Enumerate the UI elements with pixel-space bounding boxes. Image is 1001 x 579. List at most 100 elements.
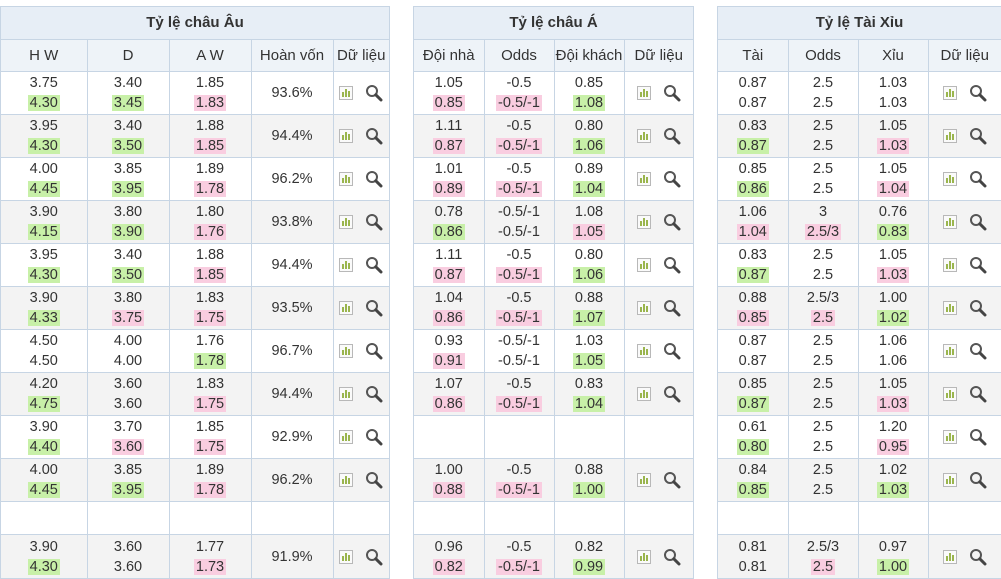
bar-chart-icon[interactable] [339,86,354,100]
magnifier-icon[interactable] [663,170,681,188]
magnifier-icon[interactable] [663,84,681,102]
magnifier-icon[interactable] [365,170,383,188]
current-odds-value: 1.78 [193,482,227,498]
opening-odds-value: 93.8% [271,214,313,230]
bar-chart-icon[interactable] [636,129,651,143]
magnifier-icon[interactable] [365,127,383,145]
magnifier-icon[interactable] [365,471,383,489]
magnifier-icon[interactable] [663,213,681,231]
bar-chart-icon[interactable] [942,258,957,272]
odds-cell: 1.85 1.75 [169,415,252,459]
bar-chart-icon[interactable] [942,387,957,401]
table-row: 0.83 0.87 2.5 2.5 1.05 1.03 [718,243,1001,287]
magnifier-icon[interactable] [663,385,681,403]
magnifier-icon[interactable] [365,385,383,403]
bar-chart-icon[interactable] [942,430,957,444]
magnifier-icon[interactable] [663,127,681,145]
bar-chart-icon[interactable] [636,473,651,487]
magnifier-icon[interactable] [969,84,987,102]
odds-cell: 0.83 0.87 [718,243,789,287]
magnifier-icon[interactable] [365,213,383,231]
current-odds-value: 3.45 [111,95,145,111]
bar-chart-icon[interactable] [339,172,354,186]
magnifier-icon[interactable] [365,548,383,566]
bar-chart-icon[interactable] [339,301,354,315]
odds-cell: 3.90 4.40 [1,415,88,459]
bar-chart-icon[interactable] [942,86,957,100]
bar-chart-icon[interactable] [636,387,651,401]
magnifier-icon[interactable] [969,256,987,274]
magnifier-icon[interactable] [969,299,987,317]
bar-chart-icon[interactable] [339,215,354,229]
table-row: 3.90 4.30 3.60 3.60 1.77 1.73 91.9% [1,534,389,579]
bar-chart-icon[interactable] [339,473,354,487]
magnifier-icon[interactable] [365,342,383,360]
opening-odds-value: -0.5 [506,538,532,555]
bar-chart-icon[interactable] [636,258,651,272]
bar-chart-icon[interactable] [339,387,354,401]
magnifier-icon[interactable] [969,385,987,403]
opening-odds-value: 1.77 [195,538,225,555]
magnifier-icon[interactable] [969,471,987,489]
opening-odds-value: 3.90 [29,204,58,220]
magnifier-icon[interactable] [365,84,383,102]
current-odds-value: 1.75 [193,310,227,326]
magnifier-icon[interactable] [663,256,681,274]
magnifier-icon[interactable] [663,342,681,360]
magnifier-icon[interactable] [969,548,987,566]
bar-chart-icon[interactable] [636,172,651,186]
opening-odds-value: 91.9% [271,548,313,565]
bar-chart-icon[interactable] [942,172,957,186]
magnifier-icon[interactable] [365,256,383,274]
bar-chart-icon[interactable] [942,129,957,143]
asian-odds-table: Đội nhà Odds Đội khách Dữ liệu 1.05 0.85 -0.5-… [414,40,693,579]
odds-cell: 1.11 0.87 [414,243,485,287]
bar-chart-icon[interactable] [339,129,354,143]
bar-chart-icon[interactable] [339,430,354,444]
odds-cell: 2.5 2.5 [788,329,859,373]
empty-cell [554,415,625,459]
bar-chart-icon[interactable] [636,549,651,564]
bar-chart-icon[interactable] [636,301,651,315]
magnifier-icon[interactable] [365,299,383,317]
magnifier-icon[interactable] [969,342,987,360]
bar-chart-icon[interactable] [942,301,957,315]
current-odds-value: 2.5 [810,310,836,326]
odds-cell: -0.5 -0.5/-1 [484,458,555,502]
opening-odds-value: 1.00 [434,462,463,478]
bar-chart-icon[interactable] [636,215,651,229]
bar-chart-icon[interactable] [942,473,957,487]
magnifier-icon[interactable] [969,213,987,231]
bar-chart-icon[interactable] [942,344,957,358]
magnifier-icon[interactable] [969,170,987,188]
magnifier-icon[interactable] [969,127,987,145]
magnifier-icon[interactable] [663,299,681,317]
opening-odds-value: 0.85 [738,161,767,177]
opening-odds-value: 1.05 [878,161,908,177]
odds-cell: 0.84 0.85 [718,458,789,502]
bar-chart-icon[interactable] [942,215,957,229]
bar-chart-icon[interactable] [339,344,354,358]
magnifier-icon[interactable] [663,471,681,489]
current-odds-value: 0.85 [736,482,769,498]
opening-odds-value: 0.84 [738,462,767,478]
opening-odds-value: 0.81 [738,538,767,555]
magnifier-icon[interactable] [969,428,987,446]
opening-odds-value: 1.08 [574,204,604,220]
bar-chart-icon[interactable] [339,549,354,564]
column-header: Dữ liệu [928,40,1001,72]
bar-chart-icon[interactable] [636,86,651,100]
odds-cell: -0.5 -0.5/-1 [484,534,555,579]
magnifier-icon[interactable] [663,548,681,566]
odds-cell: 3.80 3.75 [87,286,170,330]
bar-chart-icon[interactable] [942,549,957,564]
bar-chart-icon[interactable] [636,344,651,358]
opening-odds-value: -0.5 [506,118,532,134]
magnifier-icon[interactable] [365,428,383,446]
odds-cell: 1.20 0.95 [858,415,929,459]
bar-chart-icon[interactable] [339,258,354,272]
opening-odds-value: -0.5 [506,290,532,306]
opening-odds-value: 94.4% [271,386,313,402]
odds-cell: 1.00 0.88 [414,458,485,502]
table-row: 0.81 0.81 2.5/3 2.5 0.97 1.00 [718,534,1001,579]
